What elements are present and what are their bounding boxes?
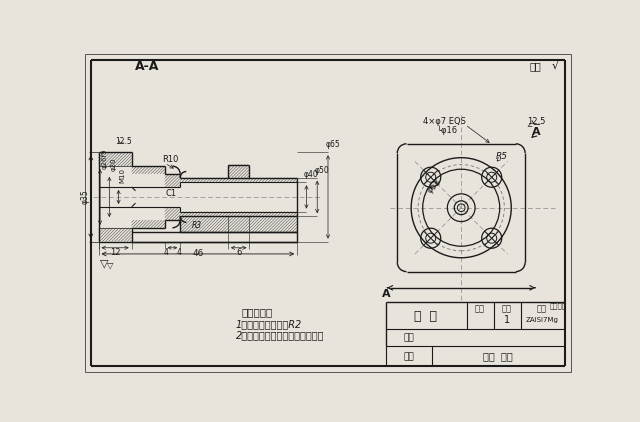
Text: ▽: ▽ <box>107 260 113 269</box>
Text: （校  名）: （校 名） <box>483 352 513 361</box>
Text: （图号）: （图号） <box>550 303 567 309</box>
Text: 1．未注铸造圆角为R2: 1．未注铸造圆角为R2 <box>236 319 302 329</box>
Text: 数量: 数量 <box>502 304 511 313</box>
Text: 46: 46 <box>192 249 204 258</box>
Text: 材料: 材料 <box>537 304 547 313</box>
Text: √: √ <box>551 61 559 71</box>
Text: ▽: ▽ <box>100 258 109 268</box>
Text: 1: 1 <box>504 315 509 325</box>
Text: 比例: 比例 <box>475 304 484 313</box>
Text: φ40: φ40 <box>304 170 319 179</box>
Text: R10: R10 <box>162 155 179 165</box>
Text: 4: 4 <box>176 248 181 257</box>
Text: 12.5: 12.5 <box>116 137 132 146</box>
Text: 其余: 其余 <box>530 61 541 71</box>
Text: 12.5: 12.5 <box>527 117 546 126</box>
Text: 6: 6 <box>236 248 241 257</box>
Text: ZAlSi7Mg: ZAlSi7Mg <box>525 317 559 323</box>
Text: 校核: 校核 <box>403 352 414 361</box>
Text: φ65: φ65 <box>325 140 340 149</box>
Text: R5: R5 <box>495 151 508 161</box>
Text: φ35: φ35 <box>80 189 89 204</box>
Text: 2．铸件不得有气孔、裂纹等缺陷: 2．铸件不得有气孔、裂纹等缺陷 <box>236 330 324 341</box>
Text: 4×φ7 EQS: 4×φ7 EQS <box>423 117 466 126</box>
Text: R3: R3 <box>192 221 202 230</box>
Text: φ50: φ50 <box>314 165 329 175</box>
Text: 技术要求：: 技术要求： <box>242 308 273 317</box>
Text: 4: 4 <box>164 248 169 257</box>
Text: C1: C1 <box>165 189 177 197</box>
Text: A: A <box>532 127 541 137</box>
Text: 12: 12 <box>110 248 120 257</box>
Text: 制图: 制图 <box>403 333 414 342</box>
Text: φ20: φ20 <box>110 158 116 171</box>
Text: └φ16: └φ16 <box>436 126 458 135</box>
Text: A: A <box>381 289 390 299</box>
Text: 阀  盖: 阀 盖 <box>414 310 437 323</box>
Text: A-A: A-A <box>135 60 159 73</box>
Text: φ68: φ68 <box>426 177 443 195</box>
Text: M10: M10 <box>120 168 125 183</box>
Text: φ26f9: φ26f9 <box>102 148 108 169</box>
